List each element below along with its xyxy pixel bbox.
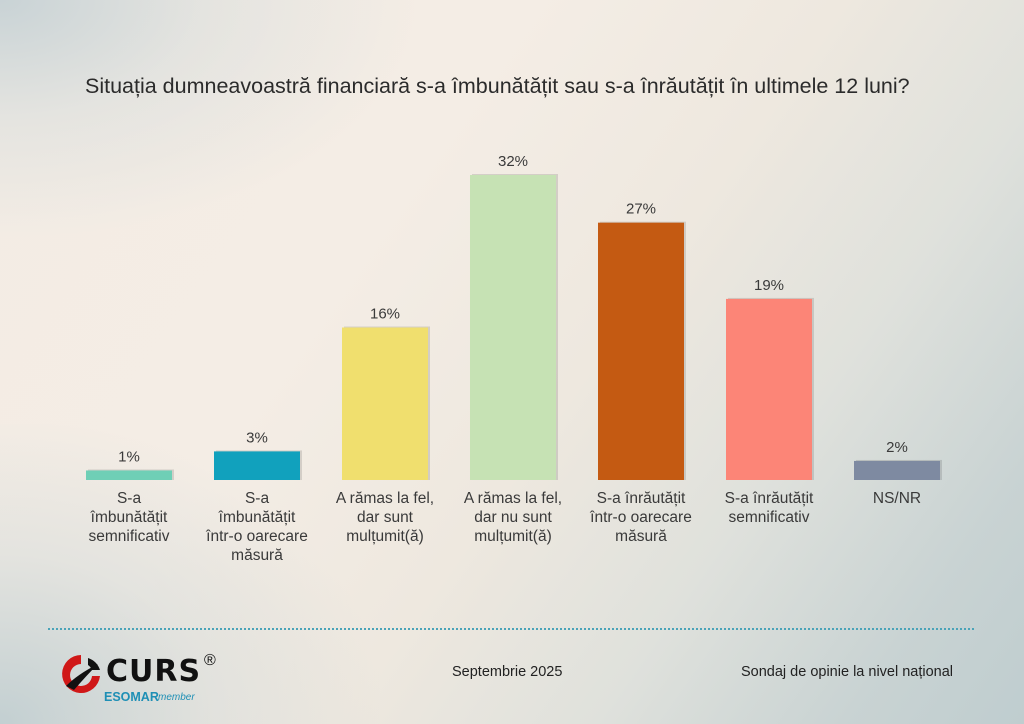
x-tick-label-4: S-a înrăutățit într-o oarecare măsură bbox=[590, 490, 692, 545]
bar-3 bbox=[470, 175, 556, 480]
curs-logo-icon bbox=[62, 655, 100, 693]
x-tick-label-2: A rămas la fel, dar sunt mulțumit(ă) bbox=[335, 490, 435, 545]
bar-5 bbox=[726, 298, 812, 480]
background-shade-top-left bbox=[0, 0, 420, 240]
esomar-text: ESOMAR bbox=[104, 690, 159, 704]
footer-divider bbox=[48, 628, 974, 630]
x-tick-label-5: S-a înrăutățit semnificativ bbox=[724, 490, 814, 526]
bar-6 bbox=[854, 460, 940, 480]
data-label-4: 27% bbox=[626, 201, 656, 218]
registered-mark: ® bbox=[204, 652, 216, 669]
footer-date: Septembrie 2025 bbox=[452, 664, 563, 680]
bar-0 bbox=[86, 470, 172, 480]
x-tick-label-0: S-a îmbunătățit semnificativ bbox=[88, 490, 170, 545]
data-label-6: 2% bbox=[886, 439, 908, 456]
x-tick-label-6: NS/NR bbox=[872, 490, 922, 507]
curs-logo: CURS ® ESOMAR member bbox=[58, 652, 248, 712]
data-label-0: 1% bbox=[118, 448, 140, 465]
data-label-1: 3% bbox=[246, 429, 268, 446]
data-label-2: 16% bbox=[370, 306, 400, 323]
data-label-5: 19% bbox=[754, 277, 784, 294]
data-label-3: 32% bbox=[498, 153, 528, 170]
x-tick-label-3: A rămas la fel, dar nu sunt mulțumit(ă) bbox=[463, 490, 563, 545]
bar-2 bbox=[342, 327, 428, 480]
bar-4 bbox=[598, 222, 684, 480]
chart-title: Situația dumneavoastră financiară s-a îm… bbox=[85, 74, 910, 98]
curs-logo-text: CURS bbox=[106, 654, 202, 689]
x-tick-label-1: S-a îmbunătățit într-o oarecare măsură bbox=[206, 490, 308, 564]
member-text: member bbox=[158, 692, 195, 703]
footer-note: Sondaj de opinie la nivel național bbox=[741, 664, 954, 680]
bar-1 bbox=[214, 451, 300, 480]
